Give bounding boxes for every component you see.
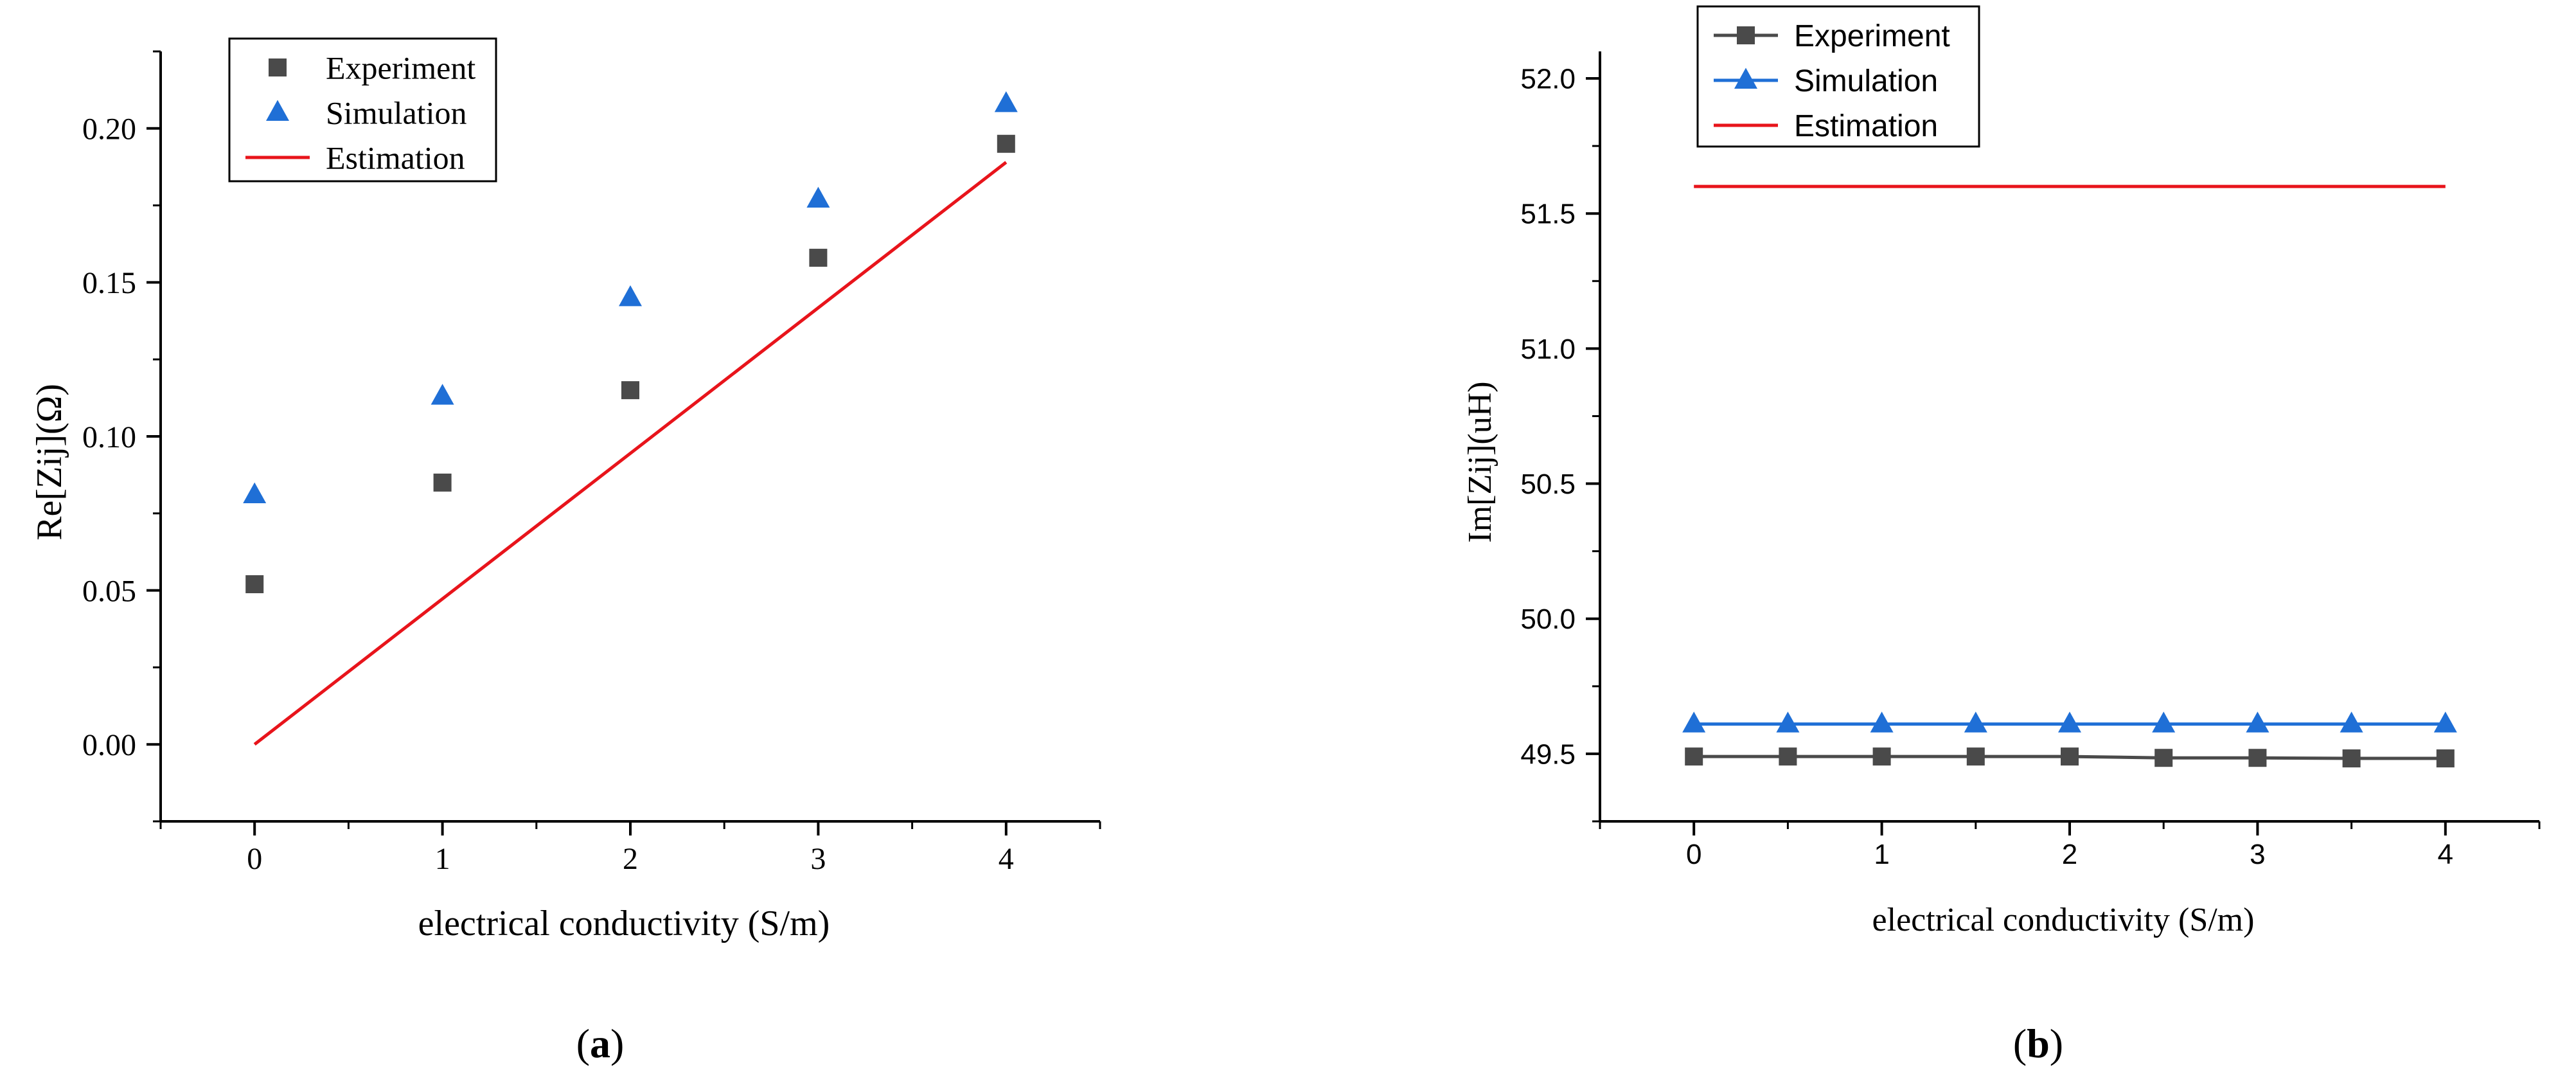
experiment-point: [2248, 749, 2267, 767]
experiment-point: [1685, 747, 1703, 766]
experiment-point: [245, 575, 264, 594]
experiment-point: [2061, 747, 2079, 766]
legend-experiment-marker: [1737, 26, 1755, 44]
y-tick-label: 0.15: [82, 266, 136, 300]
simulation-point: [2058, 711, 2081, 733]
experiment-point: [997, 134, 1015, 153]
x-tick-label: 0: [1686, 839, 1701, 870]
simulation-point: [2246, 711, 2270, 733]
simulation-point: [806, 186, 830, 208]
y-tick-label: 0.00: [82, 728, 136, 762]
x-tick-label: 4: [2438, 839, 2453, 870]
y-tick-label: 0.10: [82, 420, 136, 454]
y-tick-label: 51.0: [1520, 334, 1576, 365]
y-axis-label: Im[Zij](uH): [1462, 381, 1498, 542]
legend-simulation-marker: [1734, 67, 1757, 89]
simulation-point: [2152, 711, 2176, 733]
x-tick-label: 1: [435, 842, 450, 876]
simulation-point: [1870, 711, 1894, 733]
x-tick-label: 3: [810, 842, 826, 876]
simulation-point: [431, 384, 454, 405]
experiment-point: [2154, 749, 2173, 767]
experiment-point: [621, 381, 639, 400]
y-axis-label: Re[Zij](Ω): [30, 384, 69, 540]
x-tick-label: 3: [2250, 839, 2265, 870]
chart-panel-a: 0.00 0.05 0.10 0.15 0.20 0 1 2 3 4 electrical cond…: [30, 37, 1101, 1066]
legend: Experiment Simulation Estimation: [228, 37, 497, 183]
x-tick-label: 0: [247, 842, 262, 876]
panel-label: (a): [576, 1021, 625, 1066]
x-tick-label: 4: [999, 842, 1014, 876]
simulation-point: [619, 285, 642, 307]
x-tick-label: 2: [2062, 839, 2077, 870]
simulation-point: [2433, 711, 2457, 733]
simulation-point: [243, 482, 267, 504]
experiment-point: [2342, 749, 2361, 768]
y-tick-label: 0.05: [82, 574, 136, 608]
simulation-point: [2340, 711, 2363, 733]
experiment-point: [1872, 747, 1891, 766]
x-tick-label: 1: [1874, 839, 1889, 870]
y-tick-label: 52.0: [1520, 63, 1576, 94]
legend-simulation-label: Simulation: [1794, 64, 1938, 98]
legend-experiment-label: Experiment: [326, 50, 475, 86]
y-tick-label: 51.5: [1520, 199, 1576, 230]
y-tick-label: 50.0: [1520, 603, 1576, 635]
estimation-line: [253, 161, 1008, 746]
y-tick-label: 50.5: [1520, 469, 1576, 500]
legend: Experiment Simulation Estimation: [1696, 5, 1980, 148]
y-tick-label: 49.5: [1520, 738, 1576, 770]
panel-label: (b): [2013, 1021, 2063, 1066]
y-tick-label: 0.20: [82, 112, 136, 147]
legend-experiment-label: Experiment: [1794, 19, 1950, 53]
simulation-point: [1964, 711, 1987, 733]
simulation-point: [994, 91, 1018, 112]
x-tick-label: 2: [623, 842, 638, 876]
experiment-point: [809, 249, 828, 267]
legend-experiment-marker: [269, 58, 287, 76]
experiment-point: [433, 473, 452, 492]
x-axis-label: electrical conductivity (S/m): [1872, 902, 2255, 938]
x-axis-label: electrical conductivity (S/m): [418, 904, 830, 943]
experiment-point: [2436, 749, 2455, 768]
legend-simulation-marker: [266, 100, 289, 121]
simulation-point: [1682, 711, 1706, 733]
experiment-point: [1779, 747, 1797, 766]
simulation-point: [1776, 711, 1800, 733]
experiment-point: [1966, 747, 1985, 766]
legend-estimation-label: Estimation: [1794, 109, 1938, 143]
legend-estimation-label: Estimation: [326, 140, 465, 176]
legend-simulation-label: Simulation: [326, 95, 466, 131]
chart-panel-b: 49.5 50.0 50.5 51.0 51.5 52.0 0 1 2 3 4 electrical …: [1462, 5, 2541, 1066]
